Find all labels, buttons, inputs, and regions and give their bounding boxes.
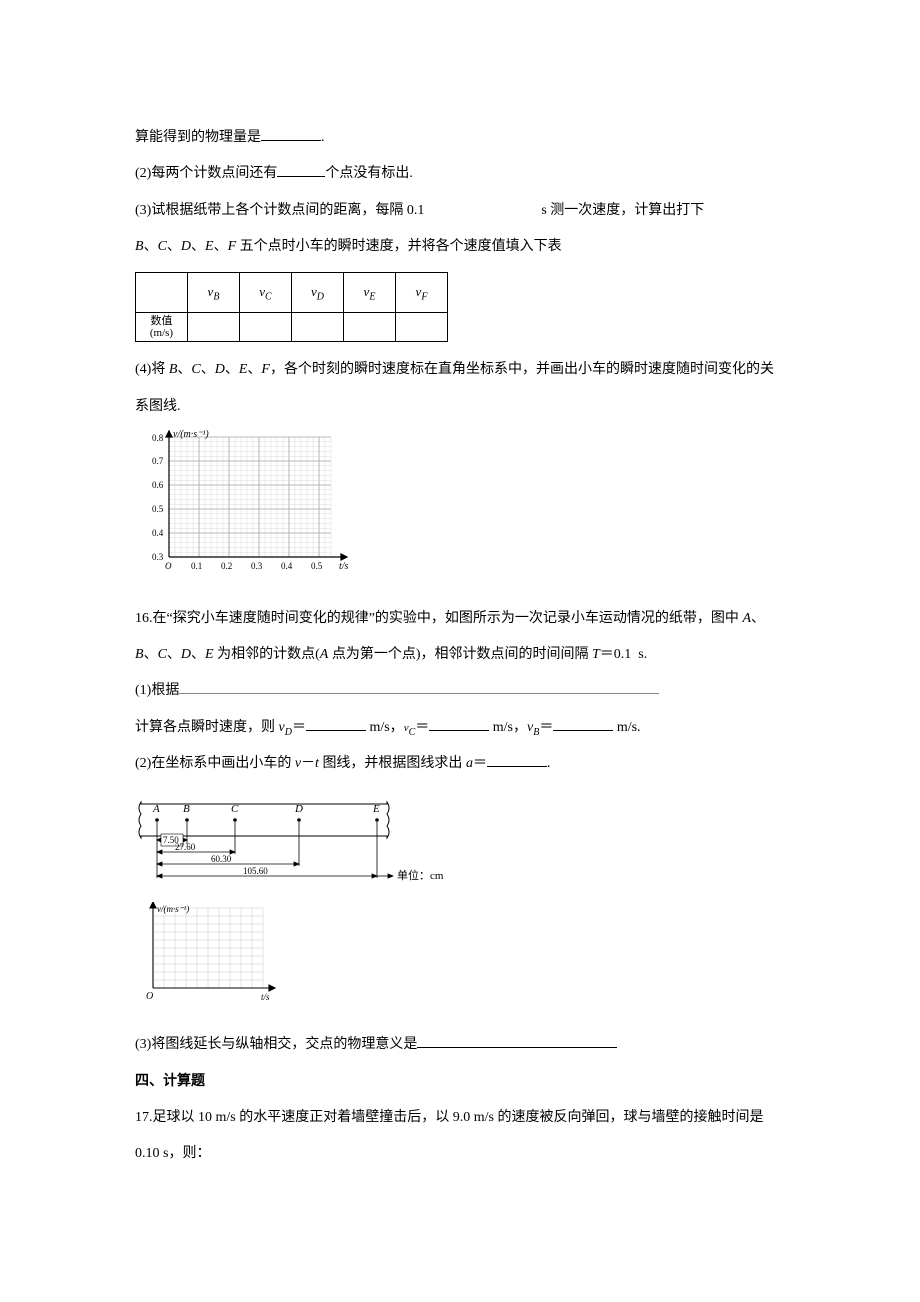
cell-vE[interactable] — [344, 313, 396, 342]
table-corner — [136, 272, 188, 313]
svg-text:0.7: 0.7 — [152, 456, 164, 466]
col-vD: vD — [292, 272, 344, 313]
blank-points-count[interactable] — [277, 163, 325, 177]
y-axis-label: v/(m·s⁻¹) — [173, 429, 209, 440]
q15-line1: 算能得到的物理量是. — [135, 120, 785, 156]
unit-label: 单位：cm — [397, 868, 444, 882]
svg-text:A: A — [152, 803, 160, 815]
q15-l2-suffix: 个点没有标出. — [325, 166, 413, 181]
row-label: 数值(m/s) — [136, 313, 188, 342]
q15-line4: B、C、D、E、F 五个点时小车的瞬时速度，并将各个速度值填入下表 — [135, 229, 785, 265]
q16-l1-pre: (1)根据 — [135, 683, 179, 698]
svg-text:0.5: 0.5 — [152, 504, 164, 514]
col-vE: vE — [344, 272, 396, 313]
q16-l1: (1)根据 — [135, 673, 785, 709]
blank-method[interactable] — [179, 680, 659, 694]
svg-text:0.3: 0.3 — [251, 561, 263, 571]
svg-text:0.4: 0.4 — [281, 561, 293, 571]
q15-l2-text: (2)每两个计数点间还有 — [135, 166, 277, 181]
small-grid-bg — [135, 902, 285, 1006]
tape-outline — [139, 802, 389, 838]
label-6030: 60.30 — [211, 854, 232, 864]
blank-vC[interactable] — [429, 717, 489, 731]
q16-l3: (2)在坐标系中画出小车的 v－t 图线，并根据图线求出 a＝. — [135, 746, 785, 782]
svg-text:0.8: 0.8 — [152, 433, 164, 443]
blank-meaning[interactable] — [417, 1034, 617, 1048]
svg-text:0.3: 0.3 — [152, 552, 164, 562]
col-vC: vC — [240, 272, 292, 313]
small-vt-grid: O v/(m·s⁻¹) t/s — [135, 902, 785, 1021]
sub-B: B — [533, 726, 539, 737]
blank-a[interactable] — [487, 753, 547, 767]
q15-l3a: (3)试根据纸带上各个计数点间的距离，每隔 0.1 — [135, 203, 424, 218]
label-10560: 105.60 — [243, 866, 268, 876]
cell-vD[interactable] — [292, 313, 344, 342]
svg-text:D: D — [294, 803, 303, 815]
svg-text:0.2: 0.2 — [221, 561, 232, 571]
q16-intro: 16.在“探究小车速度随时间变化的规律”的实验中，如图所示为一次记录小车运动情况… — [135, 601, 785, 674]
tape-svg: A B C D E 7.50 — [135, 788, 455, 884]
table-data-row: 数值(m/s) — [136, 313, 448, 342]
col-vB: vB — [188, 272, 240, 313]
q16-l4-text: (3)将图线延长与纵轴相交，交点的物理意义是 — [135, 1037, 417, 1052]
section-4-title: 四、计算题 — [135, 1064, 785, 1100]
small-origin: O — [146, 991, 153, 1002]
col-vF: vF — [396, 272, 448, 313]
velocity-table: vB vC vD vE vF 数值(m/s) — [135, 272, 448, 343]
blank-vD[interactable] — [306, 717, 366, 731]
cell-vF[interactable] — [396, 313, 448, 342]
q15-line5: (4)将 B、C、D、E、F，各个时刻的瞬时速度标在直角坐标系中，并画出小车的瞬… — [135, 352, 785, 425]
q15-l1-text: 算能得到的物理量是 — [135, 130, 261, 145]
q15-line3: (3)试根据纸带上各个计数点间的距离，每隔 0.1 s 测一次速度，计算出打下 — [135, 193, 785, 229]
q17-text: 17.足球以 10 m/s 的水平速度正对着墙壁撞击后，以 9.0 m/s 的速… — [135, 1100, 785, 1173]
svg-text:0.5: 0.5 — [311, 561, 323, 571]
blank-vB[interactable] — [553, 717, 613, 731]
blank-physical-qty[interactable] — [261, 127, 321, 141]
label-2760: 27.60 — [175, 842, 196, 852]
sub-D: D — [285, 726, 292, 737]
vt-grid-figure: 0.3 0.4 0.5 0.6 0.7 0.8 O 0.1 0.2 0.3 0.… — [135, 429, 785, 594]
table-header-row: vB vC vD vE vF — [136, 272, 448, 313]
svg-text:O: O — [165, 561, 172, 571]
svg-text:C: C — [231, 803, 239, 815]
unit-arrow — [377, 874, 393, 878]
cell-vC[interactable] — [240, 313, 292, 342]
svg-text:E: E — [372, 803, 380, 815]
small-grid-svg: O v/(m·s⁻¹) t/s — [135, 902, 285, 1006]
q15-line2: (2)每两个计数点间还有 个点没有标出. — [135, 156, 785, 192]
x-axis-label: t/s — [339, 561, 349, 572]
q16-l4: (3)将图线延长与纵轴相交，交点的物理意义是 — [135, 1027, 785, 1063]
tape-figure: A B C D E 7.50 — [135, 788, 785, 899]
sub-C: C — [409, 726, 416, 737]
svg-text:0.1: 0.1 — [191, 561, 202, 571]
svg-text:0.6: 0.6 — [152, 480, 164, 490]
q16-l3-suffix: . — [547, 756, 551, 771]
small-ylabel: v/(m·s⁻¹) — [157, 904, 189, 914]
svg-text:0.4: 0.4 — [152, 528, 164, 538]
svg-text:B: B — [183, 803, 190, 815]
q15-l1-suffix: . — [321, 130, 325, 145]
cell-vB[interactable] — [188, 313, 240, 342]
q16-l2: 计算各点瞬时速度，则 vD＝ m/s，vC＝ m/s，vB＝ m/s. — [135, 710, 785, 746]
q15-l3b: s 测一次速度，计算出打下 — [541, 203, 704, 218]
vt-grid-svg: 0.3 0.4 0.5 0.6 0.7 0.8 O 0.1 0.2 0.3 0.… — [135, 429, 355, 579]
small-xlabel: t/s — [261, 992, 270, 1002]
